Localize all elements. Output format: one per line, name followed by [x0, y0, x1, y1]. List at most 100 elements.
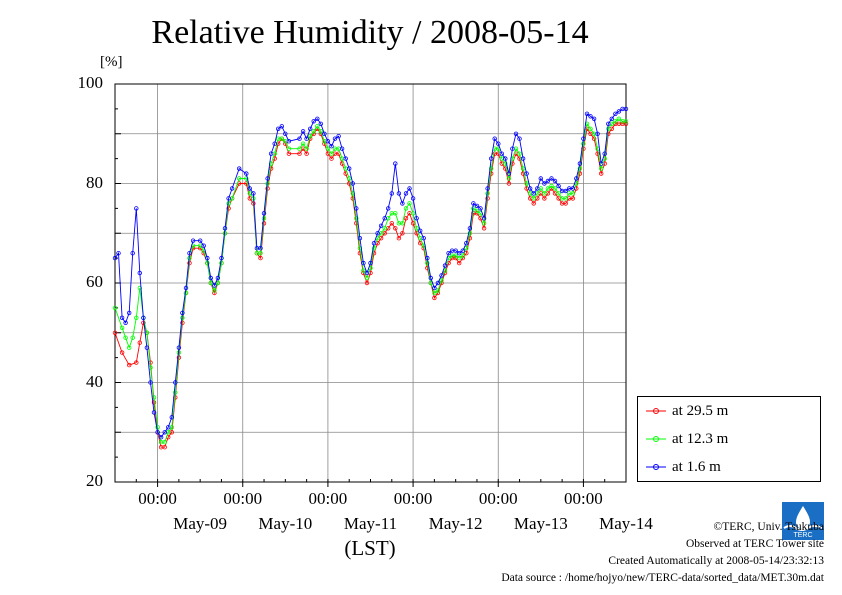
data-point [464, 250, 469, 256]
data-point [457, 250, 462, 256]
data-point [116, 250, 121, 256]
data-point [297, 146, 302, 151]
legend-label: at 12.3 m [672, 430, 729, 447]
data-point [531, 191, 536, 196]
data-point [506, 181, 512, 186]
data-point [623, 106, 629, 112]
data-point [283, 131, 288, 136]
data-point [595, 131, 600, 136]
data-point [247, 186, 252, 191]
data-point [453, 253, 458, 258]
data-point [414, 216, 419, 221]
data-point [414, 226, 419, 231]
data-point [123, 320, 128, 325]
terc-logo-icon: TERC [782, 502, 824, 540]
data-point [208, 275, 213, 281]
data-point [155, 430, 160, 435]
data-point [169, 415, 174, 420]
data-point [322, 131, 327, 136]
data-point [457, 255, 462, 261]
data-point [382, 226, 387, 231]
series-line [114, 123, 626, 448]
data-point [315, 124, 320, 129]
x-tick-day-label: May-14 [599, 514, 653, 533]
data-point [577, 171, 583, 176]
data-point [173, 390, 178, 395]
data-point [467, 226, 473, 231]
data-point [474, 203, 480, 209]
data-point [403, 206, 409, 211]
data-point [421, 235, 426, 241]
data-point [410, 211, 416, 216]
data-point [300, 141, 306, 146]
data-point [616, 116, 622, 121]
y-tick-label: 100 [77, 73, 104, 92]
data-point [162, 440, 167, 445]
data-point [208, 280, 213, 286]
series-layer [112, 106, 629, 450]
data-point [503, 161, 508, 166]
logo-text: TERC [793, 532, 812, 539]
legend-marker-green [646, 436, 666, 442]
data-point [467, 231, 473, 236]
data-point [297, 136, 302, 141]
data-point [144, 345, 150, 350]
data-point [382, 216, 387, 221]
data-point [308, 133, 313, 139]
data-point [126, 310, 132, 316]
data-point [549, 183, 554, 189]
data-point [361, 260, 366, 266]
data-point [599, 161, 604, 166]
data-point [329, 151, 334, 156]
data-point [520, 166, 526, 171]
data-point [410, 221, 416, 226]
data-point [371, 240, 377, 246]
grid-lines [115, 84, 626, 482]
data-point [176, 345, 182, 350]
series-0 [112, 121, 629, 450]
data-point [155, 425, 160, 430]
data-point [311, 129, 316, 134]
data-point [286, 138, 292, 144]
data-point [616, 109, 622, 114]
data-point [244, 171, 249, 176]
data-point [577, 161, 583, 166]
data-point [538, 176, 543, 181]
series-2 [112, 106, 629, 440]
data-point [173, 380, 178, 385]
data-point [180, 310, 185, 316]
data-point [556, 191, 561, 196]
data-point [325, 138, 331, 144]
data-point [308, 126, 313, 131]
data-point [400, 231, 405, 236]
x-tick-day-label: May-09 [173, 514, 228, 533]
data-point [435, 280, 441, 286]
data-point [219, 255, 224, 261]
data-point [588, 126, 593, 131]
data-point [386, 206, 391, 211]
data-point [126, 345, 132, 350]
data-point [229, 186, 235, 191]
data-point [244, 181, 249, 186]
data-point [428, 275, 433, 281]
data-point [418, 228, 423, 233]
data-point [460, 248, 465, 253]
data-point [357, 235, 363, 241]
data-point [606, 121, 611, 126]
legend-label: at 29.5 m [672, 402, 729, 419]
data-point [364, 270, 370, 276]
data-point [378, 223, 384, 228]
x-tick-day-label: May-13 [513, 514, 568, 533]
data-point [485, 186, 490, 191]
data-point [251, 191, 256, 196]
data-point [531, 201, 536, 206]
data-point [542, 191, 547, 196]
x-tick-time-label: 00:00 [478, 489, 518, 508]
data-point [162, 430, 167, 435]
data-point [158, 435, 164, 440]
data-point [215, 275, 221, 281]
data-point [187, 250, 192, 256]
data-point [226, 196, 231, 201]
legend-marker-red [646, 408, 666, 414]
